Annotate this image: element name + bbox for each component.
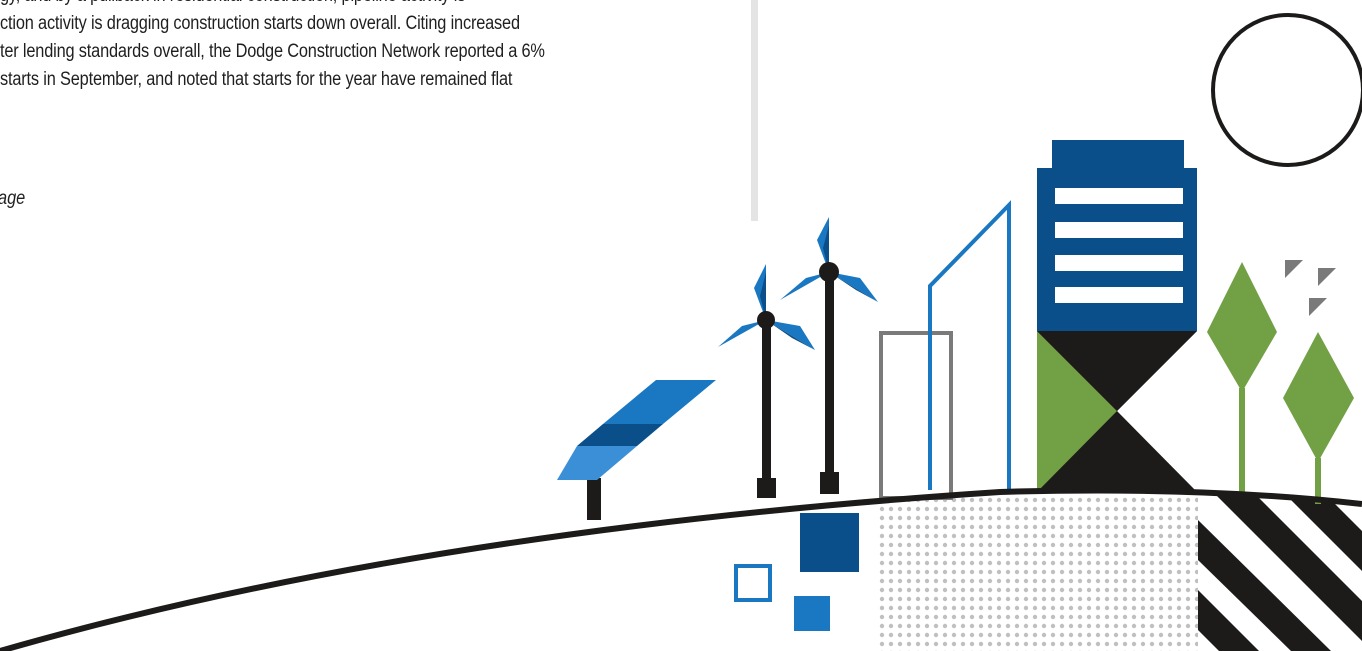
outline-square xyxy=(734,564,772,602)
wind-turbine-icon xyxy=(780,217,878,494)
tree-icon xyxy=(1283,332,1354,504)
article-line: starts in September, and noted that star… xyxy=(0,69,513,90)
tree-icon xyxy=(1207,262,1277,494)
sun-icon xyxy=(1211,13,1362,167)
column-divider xyxy=(751,0,758,221)
article-body: gy, and by a pullback in residential con… xyxy=(0,0,636,94)
hill-line xyxy=(0,487,1362,651)
navy-square xyxy=(800,513,859,572)
dotted-ground-block xyxy=(878,496,1198,651)
building-icon xyxy=(1037,140,1197,492)
wind-turbine-icon xyxy=(718,264,815,498)
blue-square xyxy=(794,596,830,631)
article-line: gy, and by a pullback in residential con… xyxy=(0,0,636,10)
outline-building-icon xyxy=(879,331,953,500)
outline-tower-icon xyxy=(928,200,1011,490)
solar-panel-icon xyxy=(557,380,716,520)
triangle-marks xyxy=(1285,260,1336,316)
article-line: ction activity is dragging construction … xyxy=(0,13,520,34)
article-line: ter lending standards overall, the Dodge… xyxy=(0,41,545,62)
striped-ground-block xyxy=(1198,494,1362,651)
continued-on-page-label: age xyxy=(0,188,26,209)
